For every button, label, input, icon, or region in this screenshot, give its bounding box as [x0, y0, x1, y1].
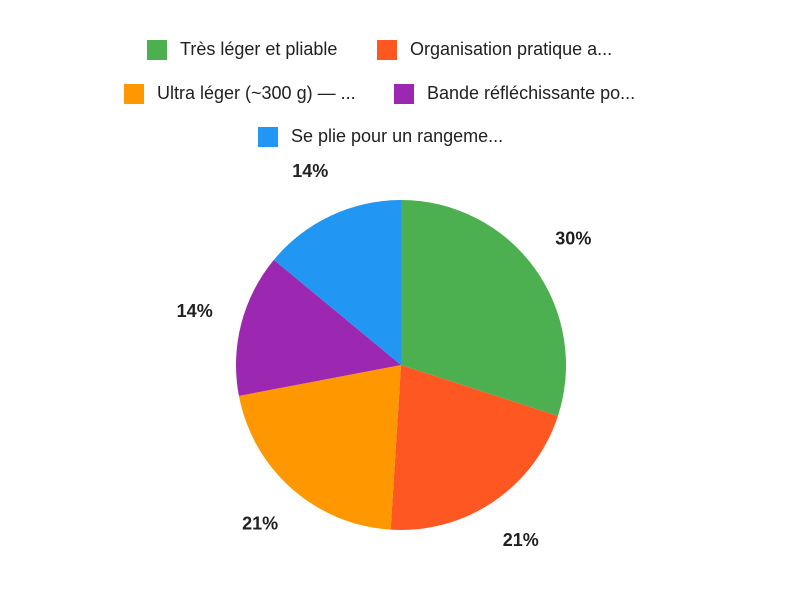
legend-swatch — [147, 40, 167, 60]
legend-swatch — [394, 84, 414, 104]
legend-swatch — [124, 84, 144, 104]
pie-slice — [390, 365, 558, 530]
legend-swatch — [377, 40, 397, 60]
pie-slice — [273, 200, 401, 365]
legend-label: Très léger et pliable — [180, 39, 337, 59]
pie-slice — [236, 259, 401, 396]
legend-label: Bande réfléchissante po... — [427, 83, 635, 103]
pie-slice — [401, 200, 566, 416]
legend-label: Organisation pratique a... — [410, 39, 612, 59]
value-label: 14% — [292, 161, 328, 181]
legend-label: Ultra léger (~300 g) — ... — [157, 83, 356, 103]
value-label: 14% — [177, 301, 213, 321]
legend-swatch — [258, 127, 278, 147]
legend-label: Se plie pour un rangeme... — [291, 126, 503, 146]
value-label: 30% — [555, 229, 591, 249]
value-label: 21% — [503, 530, 539, 550]
pie-slice — [238, 365, 401, 530]
value-label: 21% — [242, 514, 278, 534]
